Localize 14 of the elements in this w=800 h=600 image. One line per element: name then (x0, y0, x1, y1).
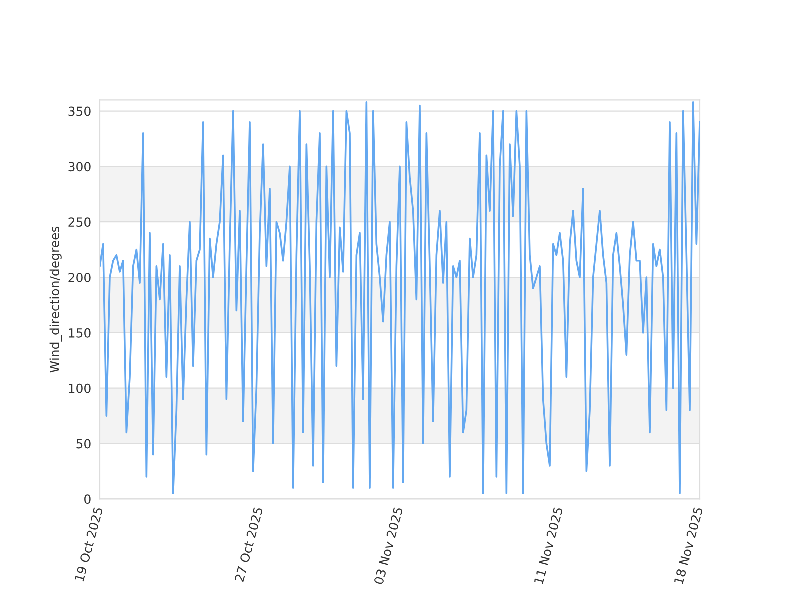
y-tick-label: 250 (68, 218, 91, 228)
y-tick-label: 350 (68, 106, 91, 116)
y-tick-label: 150 (69, 328, 91, 338)
y-tick-label: 200 (68, 273, 91, 282)
x-tick-label: 19 Oct 2025 (74, 507, 104, 582)
x-tick-label: 03 Nov 2025 (374, 507, 404, 586)
y-tick-label: 50 (76, 439, 91, 449)
x-tick-label: 27 Oct 2025 (234, 507, 264, 582)
x-tick-label: 18 Nov 2025 (674, 507, 704, 584)
x-tick-label: 11 Nov 2025 (534, 507, 564, 584)
y-axis-title: Wind_direction/degrees (50, 226, 62, 373)
y-tick-label: 100 (69, 384, 91, 394)
y-tick-label: 0 (84, 494, 91, 504)
y-tick-label: 300 (68, 162, 91, 172)
